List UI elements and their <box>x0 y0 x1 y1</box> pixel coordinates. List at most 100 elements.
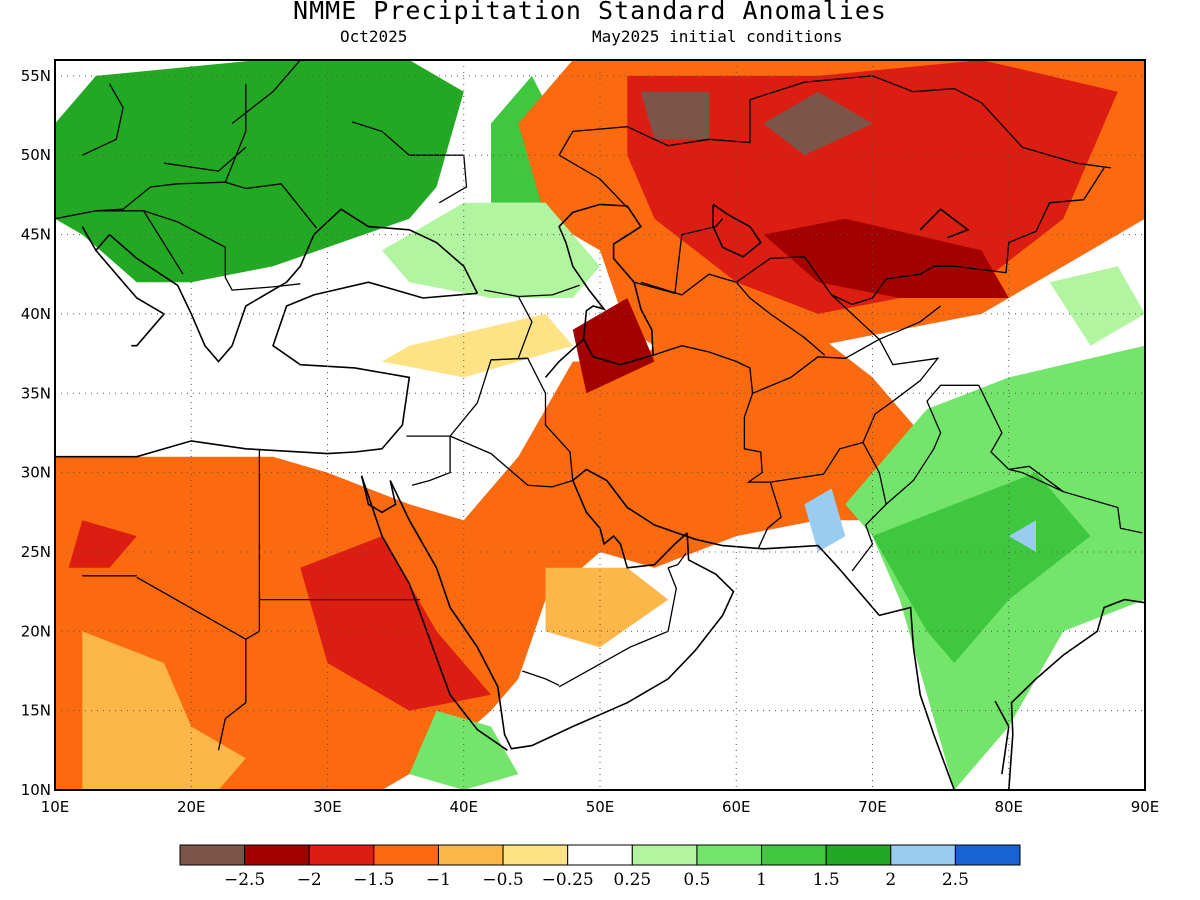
colorbar: −2.5 −2 −1.5 −1 −0.5 −0.25 0.25 0.5 1 1.5 2 2.5 <box>179 844 1021 890</box>
lat-tick-label: 10N <box>21 781 51 799</box>
anomaly-region-5 <box>545 567 669 648</box>
border-20 <box>640 273 826 356</box>
anomaly-region-20 <box>382 202 600 298</box>
colorbar-swatch <box>954 844 1021 866</box>
border-22 <box>831 294 941 341</box>
lon-tick-label: 20E <box>177 798 206 816</box>
lon-tick-label: 80E <box>994 798 1023 816</box>
colorbar-swatch <box>308 844 375 866</box>
coastlines <box>55 60 1145 790</box>
colorbar-swatch <box>502 844 569 866</box>
lon-tick-label: 60E <box>722 798 751 816</box>
border-31 <box>163 146 247 172</box>
lon-tick-label: 90E <box>1131 798 1160 816</box>
border-6 <box>490 357 574 481</box>
map-title: NMME Precipitation Standard Anomalies <box>293 0 887 25</box>
map-frame <box>54 59 1146 791</box>
colorbar-swatch <box>567 844 633 866</box>
border-17 <box>978 385 1143 534</box>
colorbar-swatch <box>437 844 504 866</box>
colorbar-label: 1.5 <box>813 870 840 890</box>
anomaly-region-4 <box>82 631 246 790</box>
colorbar-label: −1.5 <box>353 870 394 890</box>
lat-tick-label: 55N <box>21 67 51 85</box>
colorbar-label: 2 <box>885 870 896 890</box>
colorbar-label: −2 <box>297 870 322 890</box>
colorbar-label: 0.25 <box>613 870 651 890</box>
anomaly-region-6 <box>300 536 491 711</box>
coastline-10 <box>919 208 970 239</box>
anomaly-region-3 <box>55 313 955 790</box>
border-25 <box>95 210 301 291</box>
coastline-4 <box>360 475 508 751</box>
initial-conditions: May2025 initial conditions <box>592 27 843 46</box>
coastline-6 <box>571 468 956 790</box>
anomaly-fills <box>55 60 1145 790</box>
colorbar-swatch <box>631 844 698 866</box>
anomaly-region-13 <box>572 298 655 394</box>
colorbar-swatch <box>890 844 956 866</box>
lat-tick-label: 35N <box>21 384 51 402</box>
lon-tick-label: 40E <box>449 798 478 816</box>
border-7 <box>449 435 573 488</box>
lon-tick-label: 70E <box>858 798 887 816</box>
lon-tick-label: 30E <box>313 798 342 816</box>
colorbar-swatch <box>244 844 310 866</box>
colorbar-swatch <box>179 844 246 866</box>
axis-labels: 10E 20E 30E 40E 50E 60E 70E 80E 90E 10N 15N 20N 25N 3… <box>21 67 1160 816</box>
colorbar-label: 2.5 <box>942 870 969 890</box>
colorbar-label: 1 <box>756 870 767 890</box>
lat-tick-label: 45N <box>21 226 51 244</box>
border-19 <box>633 218 724 295</box>
anomaly-region-7 <box>68 520 137 568</box>
anomaly-region-16 <box>804 488 846 552</box>
lat-tick-label: 50N <box>21 146 51 164</box>
coastline-0 <box>55 281 478 458</box>
border-28 <box>231 60 301 125</box>
anomaly-region-19 <box>382 313 573 378</box>
lat-tick-label: 20N <box>21 622 51 640</box>
lon-tick-label: 10E <box>41 798 70 816</box>
anomaly-region-18 <box>1049 266 1145 346</box>
border-12 <box>667 553 687 569</box>
border-27 <box>224 83 247 183</box>
colorbar-swatch <box>373 844 439 866</box>
lat-tick-label: 25N <box>21 543 51 561</box>
border-10 <box>558 567 677 688</box>
border-30 <box>82 83 124 156</box>
colorbar-swatch <box>696 844 763 866</box>
colorbar-label: −0.5 <box>482 870 523 890</box>
border-14 <box>752 338 940 483</box>
colorbar-label: −0.25 <box>542 870 594 890</box>
anomaly-region-1 <box>55 60 464 283</box>
anomaly-region-11 <box>640 91 709 140</box>
anomaly-region-12 <box>763 91 873 156</box>
coastline-9 <box>712 203 762 258</box>
lat-tick-label: 15N <box>21 702 51 720</box>
border-16 <box>885 384 979 505</box>
coastline-5 <box>389 480 735 750</box>
border-2 <box>136 576 247 751</box>
forecast-month: Oct2025 <box>340 27 408 46</box>
coastline-1 <box>285 208 479 294</box>
anomaly-region-17 <box>1008 520 1036 552</box>
border-0 <box>245 448 261 640</box>
lat-tick-label: 40N <box>21 305 51 323</box>
anomaly-region-10 <box>763 218 1009 298</box>
border-11 <box>522 670 560 686</box>
coastline-3 <box>360 475 397 514</box>
border-8 <box>484 289 533 359</box>
colorbar-label: −1 <box>426 870 451 890</box>
border-15 <box>851 442 887 572</box>
border-13 <box>652 345 782 550</box>
colorbar-label: 0.5 <box>683 870 710 890</box>
border-23 <box>558 75 1111 209</box>
border-26 <box>143 210 184 275</box>
colorbar-label: −2.5 <box>224 870 265 890</box>
border-21 <box>735 167 1105 306</box>
coastline-7 <box>1008 598 1145 790</box>
colorbar-swatch <box>825 844 892 866</box>
border-9 <box>518 284 580 298</box>
border-18 <box>1008 465 1064 493</box>
colorbar-swatch <box>761 844 827 866</box>
